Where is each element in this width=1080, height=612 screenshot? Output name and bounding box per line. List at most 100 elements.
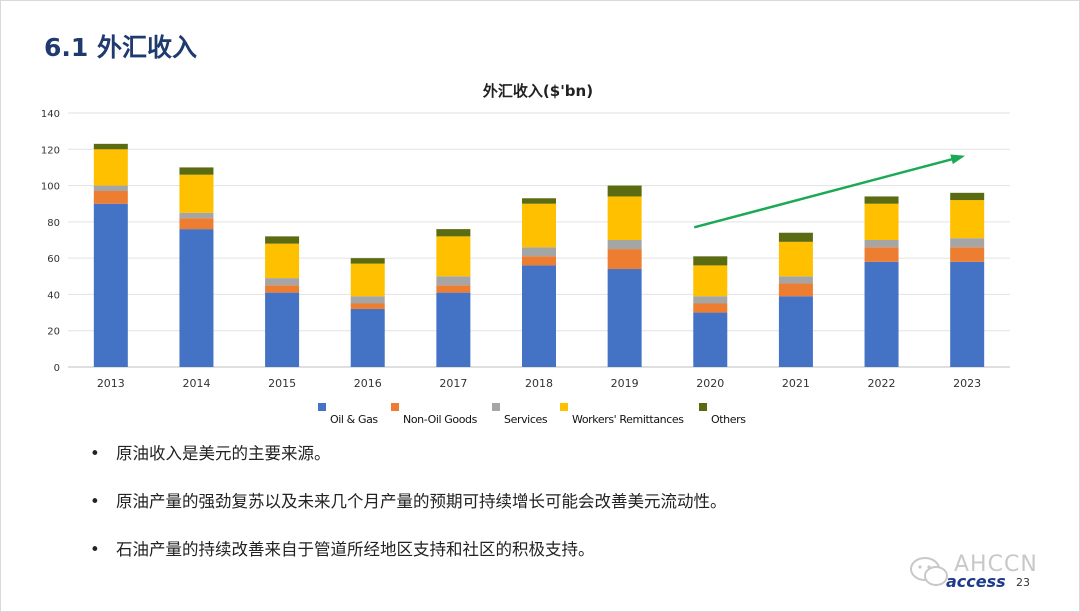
bar-segment (522, 247, 556, 257)
bar-segment (265, 278, 300, 286)
x-tick-label: 2017 (439, 377, 467, 390)
wechat-watermark-icon (910, 557, 948, 586)
y-tick-label: 60 (47, 254, 60, 265)
bar-segment (350, 303, 385, 309)
bar-stack-2016 (350, 258, 385, 367)
x-tick-label: 2015 (268, 377, 296, 390)
bar-segment (607, 185, 642, 197)
bar-segment (265, 285, 300, 293)
bar-segment (179, 218, 214, 230)
bar-segment (265, 236, 300, 244)
bar-stack-2013 (93, 143, 128, 367)
x-tick-label: 2014 (182, 377, 210, 390)
bar-segment (93, 185, 128, 192)
bar-segment (950, 192, 985, 201)
bullet-text: 原油收入是美元的主要来源。 (116, 444, 331, 463)
bar-segment (522, 265, 556, 367)
bar-stack-2020 (693, 256, 728, 367)
x-tick-label: 2020 (696, 377, 724, 390)
bar-segment (436, 236, 471, 277)
slide-title: 6.1 外汇收入 (44, 33, 197, 62)
bullet-text: 石油产量的持续改善来自于管道所经地区支持和社区的积极支持。 (116, 540, 595, 559)
bar-segment (607, 196, 642, 240)
bar-stack-2022 (864, 196, 899, 367)
bar-stack-2017 (436, 229, 471, 367)
bullet-dot-icon: • (90, 540, 100, 559)
bar-segment (778, 283, 813, 297)
bar-stack-2021 (778, 232, 813, 367)
legend-swatch (699, 403, 707, 411)
bars (93, 143, 985, 367)
bar-segment (950, 247, 985, 262)
bar-stack-2018 (522, 198, 556, 367)
bar-segment (179, 167, 214, 175)
legend-label: Non-Oil Goods (403, 413, 478, 426)
bar-segment (436, 292, 471, 367)
y-tick-label: 120 (41, 145, 60, 156)
annotations (693, 154, 966, 229)
bar-segment (93, 191, 128, 204)
legend-label: Workers' Remittances (572, 413, 684, 426)
trend-arrow-line (693, 155, 963, 229)
legend-swatch (318, 403, 326, 411)
bar-segment (436, 229, 471, 237)
bar-segment (522, 198, 556, 204)
bar-segment (522, 256, 556, 266)
bar-segment (93, 149, 128, 186)
legend: Oil & Gas Non-Oil Goods Services Workers' R… (318, 403, 747, 426)
x-tick-label: 2019 (611, 377, 639, 390)
bar-segment (350, 258, 385, 264)
bar-segment (350, 263, 385, 297)
bullet-dot-icon: • (90, 444, 100, 463)
bar-segment (179, 174, 214, 213)
bar-segment (436, 276, 471, 286)
y-tick-label: 20 (47, 327, 60, 338)
bar-segment (693, 296, 728, 304)
bar-segment (778, 276, 813, 284)
y-tick-label: 140 (41, 109, 60, 120)
bar-segment (179, 229, 214, 367)
bar-segment (179, 212, 214, 219)
x-tick-label: 2022 (868, 377, 896, 390)
bar-stack-2015 (265, 236, 300, 367)
bar-segment (864, 247, 899, 262)
x-axis-tick-labels: 2013 2014 2015 2016 2017 2018 2019 2020 2021 2022… (97, 377, 981, 390)
y-tick-label: 0 (54, 363, 60, 374)
x-tick-label: 2021 (782, 377, 810, 390)
y-tick-label: 100 (41, 182, 60, 193)
bar-segment (778, 232, 813, 242)
legend-swatch (391, 403, 399, 411)
bullet-text: 原油产量的强劲复苏以及未来几个月产量的预期可持续增长可能会改善美元流动性。 (116, 492, 727, 511)
legend-label: Others (711, 413, 746, 426)
trend-arrow-head (950, 154, 966, 165)
bar-segment (522, 203, 556, 248)
bar-segment (950, 238, 985, 248)
legend-swatch (492, 403, 500, 411)
bar-segment (778, 241, 813, 277)
y-axis-tick-labels: 0 20 40 60 80 100 120 140 (41, 109, 60, 374)
bar-segment (93, 203, 128, 367)
page-number: 23 (1016, 576, 1030, 589)
bullet-dot-icon: • (90, 492, 100, 511)
bar-stack-2023 (950, 192, 985, 367)
bar-segment (864, 240, 899, 248)
bar-segment (265, 243, 300, 279)
bar-segment (864, 203, 899, 240)
bar-segment (778, 296, 813, 367)
access-logo: access (946, 572, 1006, 591)
bar-segment (864, 196, 899, 204)
bar-segment (93, 143, 128, 150)
bar-segment (693, 303, 728, 313)
bar-segment (350, 296, 385, 304)
y-tick-label: 80 (47, 218, 60, 229)
bar-segment (607, 269, 642, 367)
bar-segment (693, 256, 728, 266)
x-tick-label: 2016 (354, 377, 382, 390)
chart-title: 外汇收入($'bn) (482, 82, 593, 100)
watermark-text: AHCCN (954, 552, 1038, 577)
bar-segment (864, 261, 899, 367)
bar-segment (436, 285, 471, 293)
x-tick-label: 2018 (525, 377, 553, 390)
